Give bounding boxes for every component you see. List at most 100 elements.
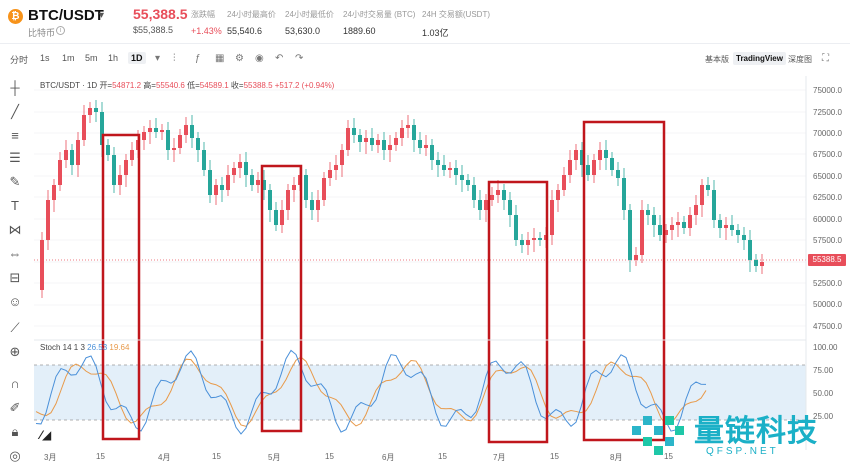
candle (748, 240, 752, 260)
timeframe-tick[interactable]: 分时 (10, 55, 29, 65)
crosshair-icon[interactable]: ┼ (10, 80, 20, 95)
time-tick: 15 (550, 452, 559, 461)
price-tick: 62500.0 (813, 193, 842, 202)
indicators-icon[interactable]: ƒ (195, 53, 201, 64)
measure-icon[interactable]: ⟋ (10, 320, 20, 335)
candle (70, 150, 74, 165)
time-tick: 15 (664, 452, 673, 461)
eye-icon[interactable]: ◎ (9, 448, 21, 463)
candle (448, 168, 452, 170)
candle (244, 162, 248, 175)
view-tradingview[interactable]: TradingView (733, 52, 786, 65)
candle (166, 130, 170, 150)
candle (454, 168, 458, 175)
candle (760, 262, 764, 266)
candle (322, 178, 326, 200)
candle (664, 230, 668, 235)
settings-icon[interactable]: ⚙ (235, 53, 244, 64)
candle (76, 140, 80, 165)
candle (238, 162, 242, 168)
bitcoin-icon: ₿ (8, 9, 23, 24)
candle (496, 190, 500, 195)
stat-label: 24小时最高价 (227, 10, 276, 19)
candle (340, 150, 344, 165)
highlight-box (582, 120, 666, 442)
candle (430, 145, 434, 160)
trendline-icon[interactable]: ╱ (11, 104, 19, 119)
view-depth[interactable]: 深度图 (788, 55, 812, 64)
candle (556, 190, 560, 200)
ruler-icon[interactable]: ⊟ (9, 270, 21, 285)
camera-icon[interactable]: ◉ (255, 53, 264, 64)
stat-change: 涨跌幅 +1.43% (191, 9, 222, 36)
candle (388, 145, 392, 150)
candle (412, 125, 416, 140)
timeframe-1d[interactable]: 1D (128, 52, 146, 64)
candle (94, 108, 98, 112)
candle (700, 185, 704, 205)
timeframe-1m[interactable]: 1m (62, 53, 75, 63)
lock-icon[interactable]: 🔒︎ (11, 424, 19, 439)
pair-title[interactable]: BTC/USDT (28, 7, 104, 24)
candle (616, 170, 620, 178)
candle (310, 200, 314, 210)
candle (508, 200, 512, 215)
draw-lock-icon[interactable]: ✐ (9, 400, 21, 415)
candle (472, 185, 476, 200)
highlight-box (101, 133, 141, 441)
candle (274, 210, 278, 225)
price-tick: 60000.0 (813, 215, 842, 224)
measure-range-icon[interactable]: ⇔ (8, 246, 22, 261)
coin-name: 比特币 (28, 28, 56, 38)
candle (124, 160, 128, 175)
stat-value: 1889.60 (343, 26, 376, 36)
timeframe-1h[interactable]: 1h (108, 53, 119, 63)
tradingview-logo: ⁄◢ (40, 428, 52, 442)
candle (64, 150, 68, 160)
stoch-label: Stoch 14 1 3 (40, 343, 85, 352)
layout-icon[interactable]: ▦ (215, 53, 225, 64)
magnet-icon[interactable]: ∩ (10, 376, 20, 391)
text-icon[interactable]: T (11, 198, 19, 213)
candle (214, 185, 218, 195)
fib-icon[interactable]: ☰ (9, 150, 21, 165)
candle (604, 150, 608, 158)
info-icon[interactable]: i (56, 26, 65, 35)
zoom-in-icon[interactable]: ⊕ (9, 344, 21, 359)
stat-high: 24小时最高价 55,540.6 (227, 9, 276, 36)
candle (400, 128, 404, 138)
candle (538, 238, 542, 240)
candle (574, 150, 578, 160)
high-label: 高= (143, 81, 156, 90)
low-label: 低= (187, 81, 200, 90)
time-tick: 3月 (44, 453, 57, 462)
stoch-d-line (35, 356, 707, 427)
brush-icon[interactable]: ✎ (9, 174, 21, 189)
horizontal-lines-icon[interactable]: ≡ (11, 128, 19, 143)
undo-icon[interactable]: ↶ (275, 53, 284, 64)
candle-type-icon[interactable]: ⫶ (173, 53, 176, 64)
candle (652, 215, 656, 225)
candle (478, 200, 482, 210)
open-value: 54871.2 (112, 81, 142, 90)
candle (406, 125, 410, 128)
time-tick: 15 (438, 452, 447, 461)
fullscreen-icon[interactable]: ⛶ (822, 53, 829, 64)
chevron-down-icon[interactable]: ▾ (99, 10, 105, 21)
candle (160, 130, 164, 132)
candle (424, 145, 428, 148)
candle (40, 240, 44, 290)
view-basic[interactable]: 基本版 (705, 55, 729, 64)
open-label: 开= (99, 81, 113, 90)
emoji-icon[interactable]: ☺ (8, 294, 22, 309)
pattern-icon[interactable]: ⋈ (8, 222, 22, 237)
candle (256, 180, 260, 185)
candle (706, 185, 710, 190)
stat-label: 24小时最低价 (285, 10, 334, 19)
redo-icon[interactable]: ↷ (295, 53, 304, 64)
timeframe-5m[interactable]: 5m (85, 53, 98, 63)
candle (346, 128, 350, 150)
timeframe-1s[interactable]: 1s (40, 53, 50, 63)
chevron-down-icon[interactable]: ▾ (155, 53, 161, 64)
